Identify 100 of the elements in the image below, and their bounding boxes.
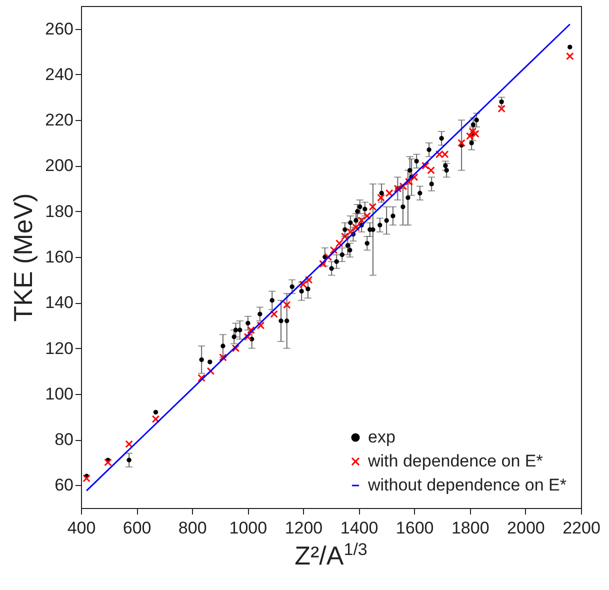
- point: [329, 266, 334, 271]
- point: [246, 320, 250, 326]
- y-tick-label: 240: [45, 64, 74, 84]
- y-tick-label: 140: [45, 293, 74, 312]
- point: [348, 220, 353, 226]
- point: [362, 206, 368, 212]
- x-axis-title: Z²/A$^{1/3}$: [294, 540, 368, 572]
- point: [429, 182, 434, 186]
- point: [410, 173, 418, 182]
- point: [345, 243, 350, 248]
- point: [408, 168, 412, 173]
- x-tick-label: 1200: [284, 518, 323, 538]
- point: [499, 99, 504, 104]
- point: [498, 104, 506, 113]
- x-tick-label: 2000: [507, 518, 545, 538]
- point: [290, 284, 294, 290]
- point: [340, 252, 344, 258]
- point: [220, 344, 226, 348]
- point: [363, 212, 372, 220]
- point: [406, 195, 410, 200]
- point: [232, 334, 236, 340]
- point: [352, 223, 360, 232]
- y-axis-title: TKE (MeV): [8, 193, 38, 322]
- x-tick-label: 1800: [451, 518, 490, 538]
- x-tick-label: 2200: [562, 518, 600, 538]
- legend-label: exp: [368, 428, 396, 446]
- x-tick-label: 600: [122, 518, 152, 538]
- point: [232, 344, 240, 352]
- x-tick-label: 800: [178, 518, 207, 538]
- x-tick-label: 1600: [396, 518, 434, 538]
- point: [330, 246, 338, 254]
- point: [378, 222, 382, 228]
- point: [278, 318, 284, 324]
- point: [439, 136, 444, 141]
- point: [470, 122, 476, 127]
- point: [414, 158, 419, 164]
- point: [244, 332, 252, 341]
- point: [104, 458, 112, 466]
- point: [247, 326, 255, 334]
- point: [238, 328, 242, 332]
- point: [282, 301, 291, 309]
- y-tick-label: 180: [45, 202, 74, 221]
- point: [284, 318, 290, 324]
- point: [469, 140, 474, 146]
- point: [404, 178, 413, 186]
- point: [566, 52, 574, 60]
- point: [319, 260, 327, 268]
- point: [256, 322, 265, 330]
- point: [199, 357, 204, 362]
- x-tick-label: 1000: [229, 518, 268, 538]
- y-tick-label: 120: [45, 338, 74, 358]
- point: [153, 410, 158, 415]
- point: [304, 276, 313, 284]
- y-tick-label: 200: [45, 156, 74, 176]
- point: [426, 147, 432, 152]
- point: [358, 204, 362, 210]
- point: [364, 240, 370, 246]
- point: [233, 328, 238, 332]
- point: [390, 214, 396, 218]
- point: [342, 227, 348, 232]
- legend-label: without dependence on E*: [367, 476, 567, 494]
- point: [368, 202, 377, 211]
- y-tick-label: 260: [45, 19, 74, 38]
- point: [358, 216, 366, 224]
- point: [384, 218, 389, 223]
- point: [126, 458, 132, 462]
- point: [458, 138, 466, 147]
- point: [568, 44, 572, 50]
- y-tick-label: 60: [54, 476, 74, 495]
- point: [335, 239, 344, 248]
- point: [427, 166, 435, 174]
- y-tick-label: 100: [45, 384, 74, 404]
- point: [400, 204, 406, 210]
- y-tick-label: 80: [54, 430, 74, 450]
- point: [340, 232, 349, 240]
- point: [348, 248, 352, 252]
- x-tick-label: 1400: [340, 518, 378, 538]
- point: [377, 194, 385, 202]
- point: [422, 162, 430, 170]
- point: [198, 374, 206, 382]
- point: [443, 163, 448, 168]
- point: [354, 218, 358, 223]
- point: [270, 298, 274, 303]
- point: [385, 189, 394, 198]
- point: [306, 286, 310, 292]
- point: [468, 128, 477, 136]
- point: [219, 353, 227, 362]
- point: [346, 228, 354, 236]
- point: [418, 190, 422, 196]
- y-tick-label: 220: [45, 110, 74, 130]
- legend-label: with dependence on E*: [367, 452, 544, 470]
- point: [125, 440, 133, 448]
- point: [270, 310, 278, 318]
- x-tick-label: 400: [67, 518, 96, 538]
- point: [258, 312, 262, 316]
- point: [370, 227, 376, 232]
- point: [152, 415, 160, 423]
- point: [299, 288, 304, 294]
- point: [444, 168, 449, 173]
- point: [324, 253, 332, 261]
